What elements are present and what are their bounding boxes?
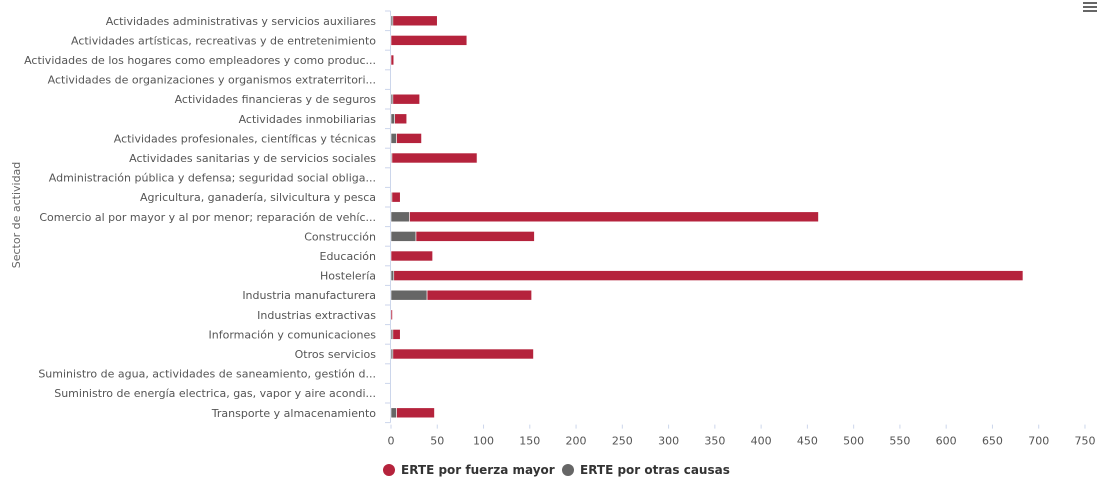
bar-segment[interactable] [393, 270, 1024, 281]
x-tick-label: 550 [889, 435, 910, 448]
x-tick-label: 300 [658, 435, 679, 448]
category-label: Suministro de energía electrica, gas, va… [54, 387, 376, 400]
category-label: Actividades inmobiliarias [239, 113, 377, 126]
bar-segment[interactable] [390, 309, 393, 321]
category-label: Otros servicios [295, 348, 377, 361]
bar-segment[interactable] [392, 93, 420, 105]
chart-menu-icon[interactable] [1081, 0, 1099, 16]
bar-segment[interactable] [394, 113, 408, 125]
x-tick-label: 100 [473, 435, 494, 448]
category-label: Comercio al por mayor y al por menor; re… [39, 211, 376, 224]
bar-segment[interactable] [415, 231, 535, 242]
x-tick-label: 150 [519, 435, 540, 448]
x-tick-label: 700 [1028, 435, 1049, 448]
x-tick-label: 650 [982, 435, 1003, 448]
x-tick-label: 750 [1074, 435, 1095, 448]
category-label: Actividades sanitarias y de servicios so… [129, 152, 376, 165]
legend-label: ERTE por fuerza mayor [401, 463, 555, 477]
x-tick-label: 200 [566, 435, 587, 448]
x-tick-label: 0 [388, 435, 395, 448]
bar-segment[interactable] [392, 348, 534, 360]
x-tick-label: 400 [751, 435, 772, 448]
bar-segment[interactable] [390, 407, 397, 419]
category-label: Actividades artísticas, recreativas y de… [71, 34, 376, 47]
bar-segment[interactable] [392, 329, 401, 340]
bar-segment[interactable] [396, 407, 435, 419]
bar-segment[interactable] [390, 113, 396, 125]
legend-label: ERTE por otras causas [580, 463, 730, 477]
bar-segment[interactable] [390, 211, 410, 223]
x-tick-label: 450 [797, 435, 818, 448]
bar-segment[interactable] [391, 152, 478, 164]
legend-item[interactable]: ERTE por fuerza mayor [383, 463, 555, 477]
category-label: Agricultura, ganadería, silvicultura y p… [140, 191, 376, 204]
x-tick-label: 250 [612, 435, 633, 448]
legend-item[interactable]: ERTE por otras causas [562, 463, 730, 477]
bar-segment[interactable] [392, 15, 438, 27]
category-label: Hostelería [320, 270, 376, 283]
category-label: Transporte y almacenamiento [211, 407, 376, 420]
bar-segment[interactable] [396, 133, 422, 144]
bar-segment[interactable] [390, 133, 397, 144]
x-tick-label: 350 [704, 435, 725, 448]
legend-symbol [562, 464, 574, 476]
category-label: Actividades de los hogares como empleado… [24, 54, 376, 67]
legend-symbol [383, 464, 395, 476]
plot-area: Actividades administrativas y servicios … [24, 10, 1095, 448]
bar-segment[interactable] [390, 289, 428, 301]
x-tick-label: 500 [843, 435, 864, 448]
bar-segment[interactable] [409, 211, 819, 223]
category-label: Información y comunicaciones [209, 328, 377, 341]
legend: ERTE por fuerza mayor ERTE por otras caus… [383, 463, 730, 477]
category-label: Actividades financieras y de seguros [175, 93, 377, 106]
bar-segment[interactable] [391, 191, 401, 203]
x-tick-label: 600 [936, 435, 957, 448]
bar-segment[interactable] [390, 250, 433, 262]
bar-segment[interactable] [390, 54, 395, 66]
y-axis-title: Sector de actividad [10, 162, 23, 269]
bar-segment[interactable] [390, 270, 395, 281]
category-label: Industria manufacturera [242, 289, 376, 302]
category-label: Educación [320, 250, 377, 263]
category-label: Industrias extractivas [257, 309, 376, 322]
bar-segment[interactable] [390, 231, 417, 242]
category-label: Suministro de agua, actividades de sanea… [38, 368, 376, 381]
category-label: Actividades de organizaciones y organism… [48, 74, 376, 87]
x-tick-label: 50 [430, 435, 444, 448]
category-label: Construcción [304, 230, 376, 243]
category-label: Actividades administrativas y servicios … [106, 15, 377, 28]
bar-segment[interactable] [390, 35, 468, 46]
category-label: Actividades profesionales, científicas y… [114, 132, 377, 145]
y-axis-title-group: Sector de actividad [10, 162, 23, 269]
category-label: Administración pública y defensa; seguri… [49, 172, 376, 185]
bar-segment[interactable] [426, 289, 532, 301]
